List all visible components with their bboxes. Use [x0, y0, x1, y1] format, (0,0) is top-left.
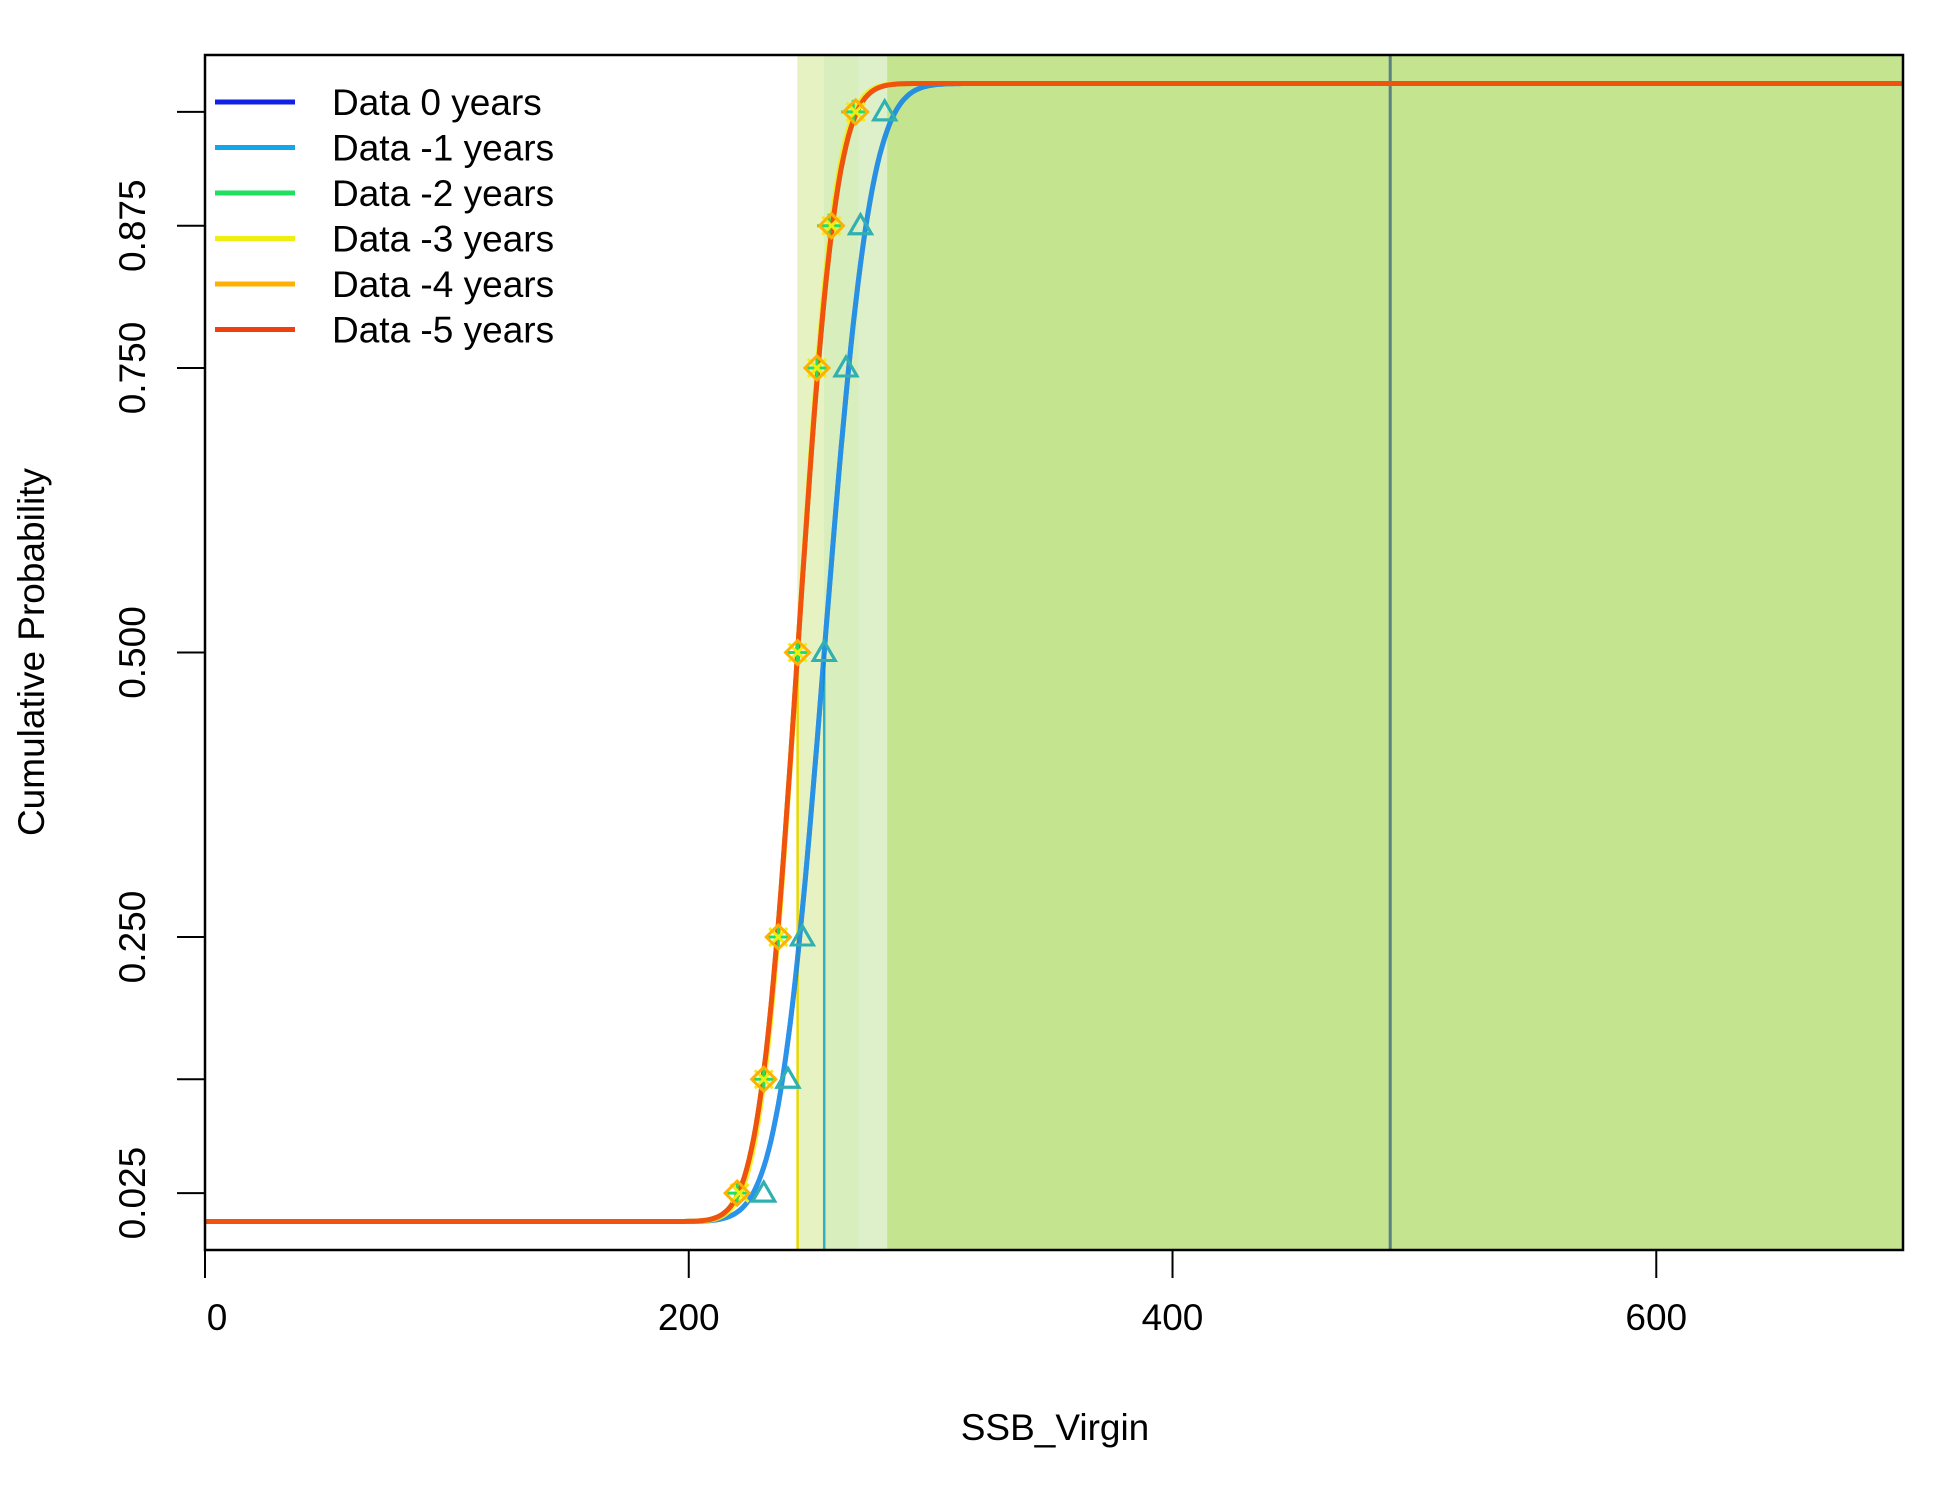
y-tick-label: 0.875 — [112, 179, 153, 272]
data-point — [723, 1178, 752, 1208]
x-tick-label: 600 — [1625, 1297, 1687, 1338]
data-point — [788, 923, 817, 947]
data-point — [810, 638, 838, 662]
data-point — [729, 1183, 750, 1204]
legend-entry: Data 0 years — [332, 82, 542, 123]
y-tick-label: 0.025 — [112, 1147, 153, 1240]
data-point — [832, 353, 860, 378]
x-axis-label: SSB_Virgin — [961, 1407, 1150, 1448]
series-line — [205, 81, 1903, 1224]
background-fill — [887, 55, 1903, 1250]
legend-entry: Data -5 years — [332, 310, 554, 351]
data-point — [817, 211, 846, 240]
x-tick-label: 400 — [1142, 1297, 1204, 1338]
data-point — [764, 922, 793, 952]
axes: 0 200 400 600 0.025 0.250 0.500 0.750 0.875 — [112, 53, 1905, 1338]
legend-entry: Data -3 years — [332, 219, 554, 260]
data-point — [841, 97, 870, 127]
y-tick-label: 0.250 — [112, 891, 153, 984]
data-point — [750, 1179, 778, 1203]
data-point — [802, 353, 832, 383]
plot-content — [205, 55, 1903, 1250]
y-tick-label: 0.750 — [112, 322, 153, 415]
data-point — [774, 1065, 802, 1089]
y-tick-label: 0.500 — [112, 606, 153, 699]
x-tick-label: 200 — [658, 1297, 720, 1338]
y-axis-label: Cumulative Probability — [11, 467, 52, 836]
data-point — [749, 1065, 778, 1094]
legend-entry: Data -1 years — [332, 128, 554, 169]
data-point — [783, 638, 812, 667]
data-point — [846, 211, 875, 236]
data-point — [871, 97, 899, 122]
legend-entry: Data -2 years — [332, 173, 554, 214]
x-tick-label: 0 — [207, 1297, 228, 1338]
shaded-band — [823, 55, 888, 1250]
plot-area — [205, 55, 1903, 1250]
legend-entry: Data -4 years — [332, 264, 554, 305]
data-point — [725, 1181, 750, 1206]
